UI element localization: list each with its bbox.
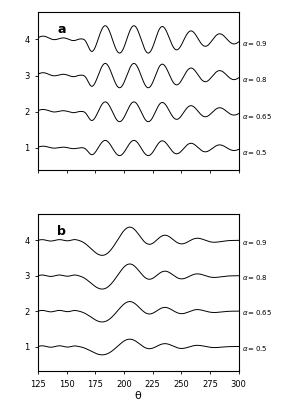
Text: $\alpha=0.9$: $\alpha=0.9$	[242, 237, 268, 246]
Text: $\alpha=0.9$: $\alpha=0.9$	[242, 39, 268, 48]
Text: $\alpha=0.65$: $\alpha=0.65$	[242, 308, 272, 317]
Text: a: a	[58, 23, 66, 36]
Text: $\alpha=0.5$: $\alpha=0.5$	[242, 344, 268, 353]
Text: $\alpha=0.65$: $\alpha=0.65$	[242, 112, 272, 121]
Text: $\alpha=0.5$: $\alpha=0.5$	[242, 148, 268, 157]
X-axis label: θ: θ	[135, 391, 142, 401]
Text: $\alpha=0.8$: $\alpha=0.8$	[242, 75, 268, 84]
Text: $\alpha=0.8$: $\alpha=0.8$	[242, 273, 268, 282]
Text: b: b	[58, 225, 66, 238]
